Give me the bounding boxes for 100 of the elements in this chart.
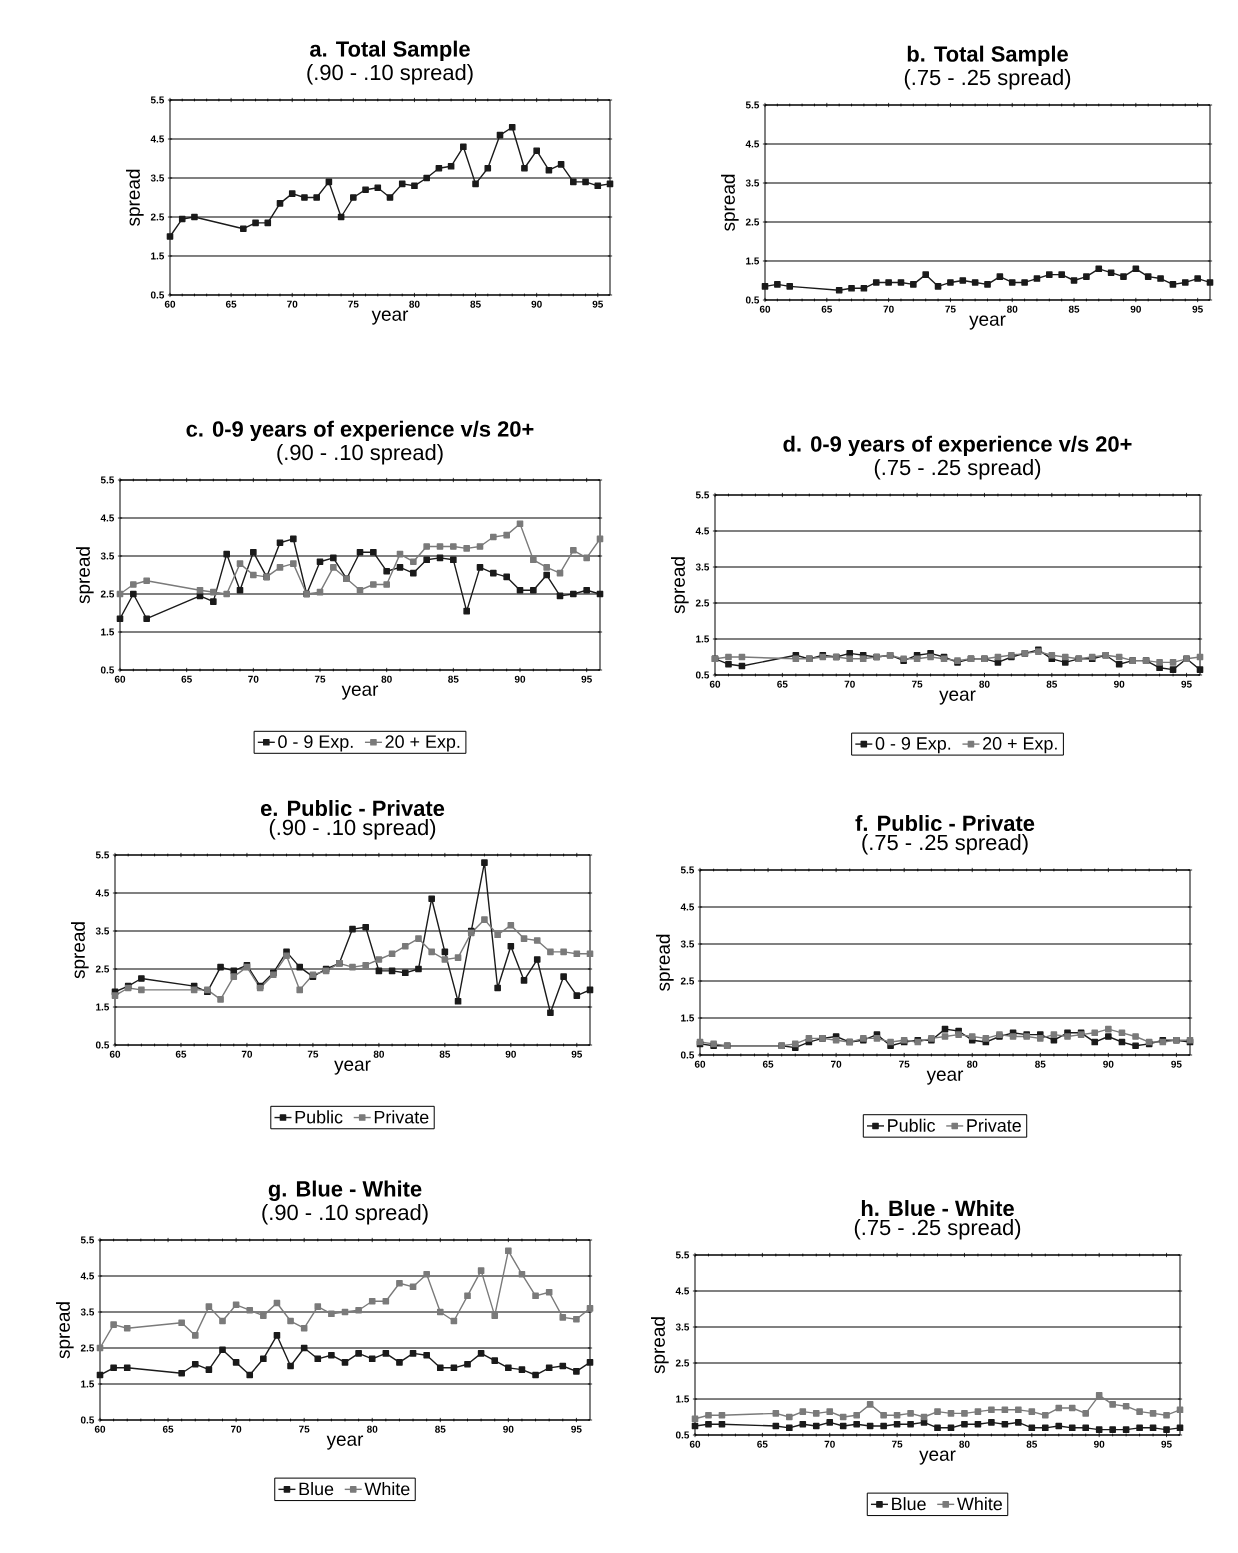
y-tick-label: 0.5: [100, 666, 115, 674]
legend-label: 20 + Exp.: [983, 737, 1057, 754]
y-tick-label: 5.5: [745, 101, 760, 109]
chart-subtitle: (.90 - .10 spread): [262, 1204, 428, 1225]
x-tick-label: 80: [959, 1440, 970, 1448]
chart-subtitle: (.75 - .25 spread): [904, 69, 1071, 90]
x-axis-title: year: [371, 310, 409, 325]
x-tick-label: 85: [1026, 1440, 1038, 1448]
x-tick-label: 95: [581, 675, 592, 683]
x-tick-label: 95: [1192, 305, 1203, 313]
chart-subtitle: (.90 - .10 spread): [269, 819, 436, 840]
x-tick-label: 65: [762, 1060, 774, 1068]
x-tick-label: 75: [899, 1060, 910, 1068]
x-axis-title: year: [341, 685, 379, 700]
x-axis-title: year: [326, 1435, 364, 1450]
y-tick-label: 5.5: [150, 96, 165, 104]
x-tick-label: 65: [777, 680, 788, 688]
y-tick-label: 3.5: [680, 940, 695, 948]
y-tick-label: 0.5: [695, 671, 710, 679]
y-tick-label: 0.5: [745, 296, 760, 304]
y-tick-label: 2.5: [95, 965, 110, 973]
x-tick-label: 60: [709, 680, 721, 688]
x-axis-title: year: [926, 1070, 964, 1085]
y-tick-label: 1.5: [96, 1003, 110, 1011]
y-tick-label: 2.5: [675, 1359, 690, 1367]
chart-title: b. Total Sample: [907, 45, 1068, 67]
y-tick-label: 0.5: [675, 1431, 690, 1439]
y-tick-label: 5.5: [80, 1236, 95, 1244]
y-axis-title: spread: [56, 1302, 74, 1359]
legend-label: Private: [374, 1110, 429, 1124]
legend-label: Blue: [299, 1482, 334, 1496]
x-tick-label: 70: [844, 680, 855, 688]
chart-title: g. Blue - White: [268, 1180, 422, 1202]
y-tick-label: 4.5: [95, 889, 110, 897]
y-tick-label: 2.5: [680, 977, 695, 985]
y-tick-label: 0.5: [150, 291, 165, 299]
y-axis-title: spread: [721, 174, 739, 231]
x-tick-label: 75: [299, 1425, 310, 1433]
x-tick-label: 60: [759, 305, 771, 313]
x-axis-title: year: [969, 315, 1006, 330]
x-tick-label: 60: [114, 675, 126, 683]
x-tick-label: 60: [694, 1060, 706, 1068]
x-tick-label: 60: [109, 1050, 121, 1058]
x-tick-label: 65: [181, 675, 192, 683]
x-tick-label: 90: [503, 1425, 514, 1433]
x-tick-label: 95: [1161, 1440, 1172, 1448]
x-tick-label: 65: [225, 300, 237, 308]
y-axis-title: spread: [651, 1317, 669, 1374]
x-tick-label: 90: [1093, 1440, 1105, 1448]
x-tick-label: 70: [248, 675, 259, 683]
y-tick-label: 1.5: [696, 635, 710, 643]
legend-label: White: [364, 1482, 410, 1496]
y-tick-label: 3.5: [745, 179, 760, 187]
x-tick-label: 80: [979, 680, 990, 688]
legend-label: 0 - 9 Exp.: [278, 735, 353, 752]
x-tick-label: 90: [1130, 305, 1141, 313]
y-tick-label: 4.5: [100, 514, 115, 522]
x-tick-label: 75: [911, 680, 923, 688]
y-tick-label: 4.5: [150, 135, 165, 143]
y-tick-label: 1.5: [81, 1380, 95, 1388]
x-tick-label: 85: [435, 1425, 446, 1433]
y-tick-label: 4.5: [695, 527, 710, 535]
x-tick-label: 60: [689, 1440, 701, 1448]
y-tick-label: 4.5: [675, 1287, 690, 1295]
chart-subtitle: (.75 - .25 spread): [874, 459, 1041, 480]
x-tick-label: 65: [821, 305, 833, 313]
x-axis-title: year: [334, 1060, 371, 1075]
x-tick-label: 90: [1113, 680, 1125, 688]
y-tick-label: 2.5: [695, 599, 710, 607]
x-tick-label: 65: [162, 1425, 174, 1433]
x-tick-label: 85: [448, 675, 459, 683]
x-tick-label: 60: [164, 300, 176, 308]
chart-title: h. Blue - White: [861, 1199, 1014, 1217]
chart-title: e. Public - Private: [260, 799, 445, 817]
y-tick-label: 0.5: [680, 1051, 695, 1059]
x-tick-label: 85: [439, 1050, 451, 1058]
chart-subtitle: (.90 - .10 spread): [277, 444, 443, 465]
x-tick-label: 80: [1007, 305, 1018, 313]
chart-subtitle: (.75 - .25 spread): [862, 834, 1028, 855]
x-tick-label: 70: [831, 1060, 842, 1068]
y-tick-label: 1.5: [101, 628, 115, 636]
y-axis-title: spread: [126, 169, 144, 226]
y-tick-label: 1.5: [681, 1014, 695, 1022]
y-tick-label: 0.5: [95, 1041, 110, 1049]
chart-subtitle: (.75 - .25 spread): [854, 1219, 1021, 1240]
x-tick-label: 80: [409, 300, 420, 308]
y-tick-label: 2.5: [745, 218, 760, 226]
x-tick-label: 90: [505, 1050, 516, 1058]
x-tick-label: 85: [1046, 680, 1058, 688]
x-tick-label: 65: [757, 1440, 768, 1448]
x-tick-label: 70: [230, 1425, 242, 1433]
y-tick-label: 3.5: [80, 1308, 95, 1316]
legend-label: Public: [888, 1118, 936, 1132]
legend-label: Private: [967, 1118, 1021, 1132]
chart-title: f. Public - Private: [855, 814, 1035, 832]
x-tick-label: 80: [967, 1060, 978, 1068]
x-tick-label: 80: [367, 1425, 378, 1433]
y-tick-label: 1.5: [746, 257, 760, 265]
y-tick-label: 5.5: [100, 476, 115, 484]
legend-label: Public: [295, 1110, 343, 1124]
